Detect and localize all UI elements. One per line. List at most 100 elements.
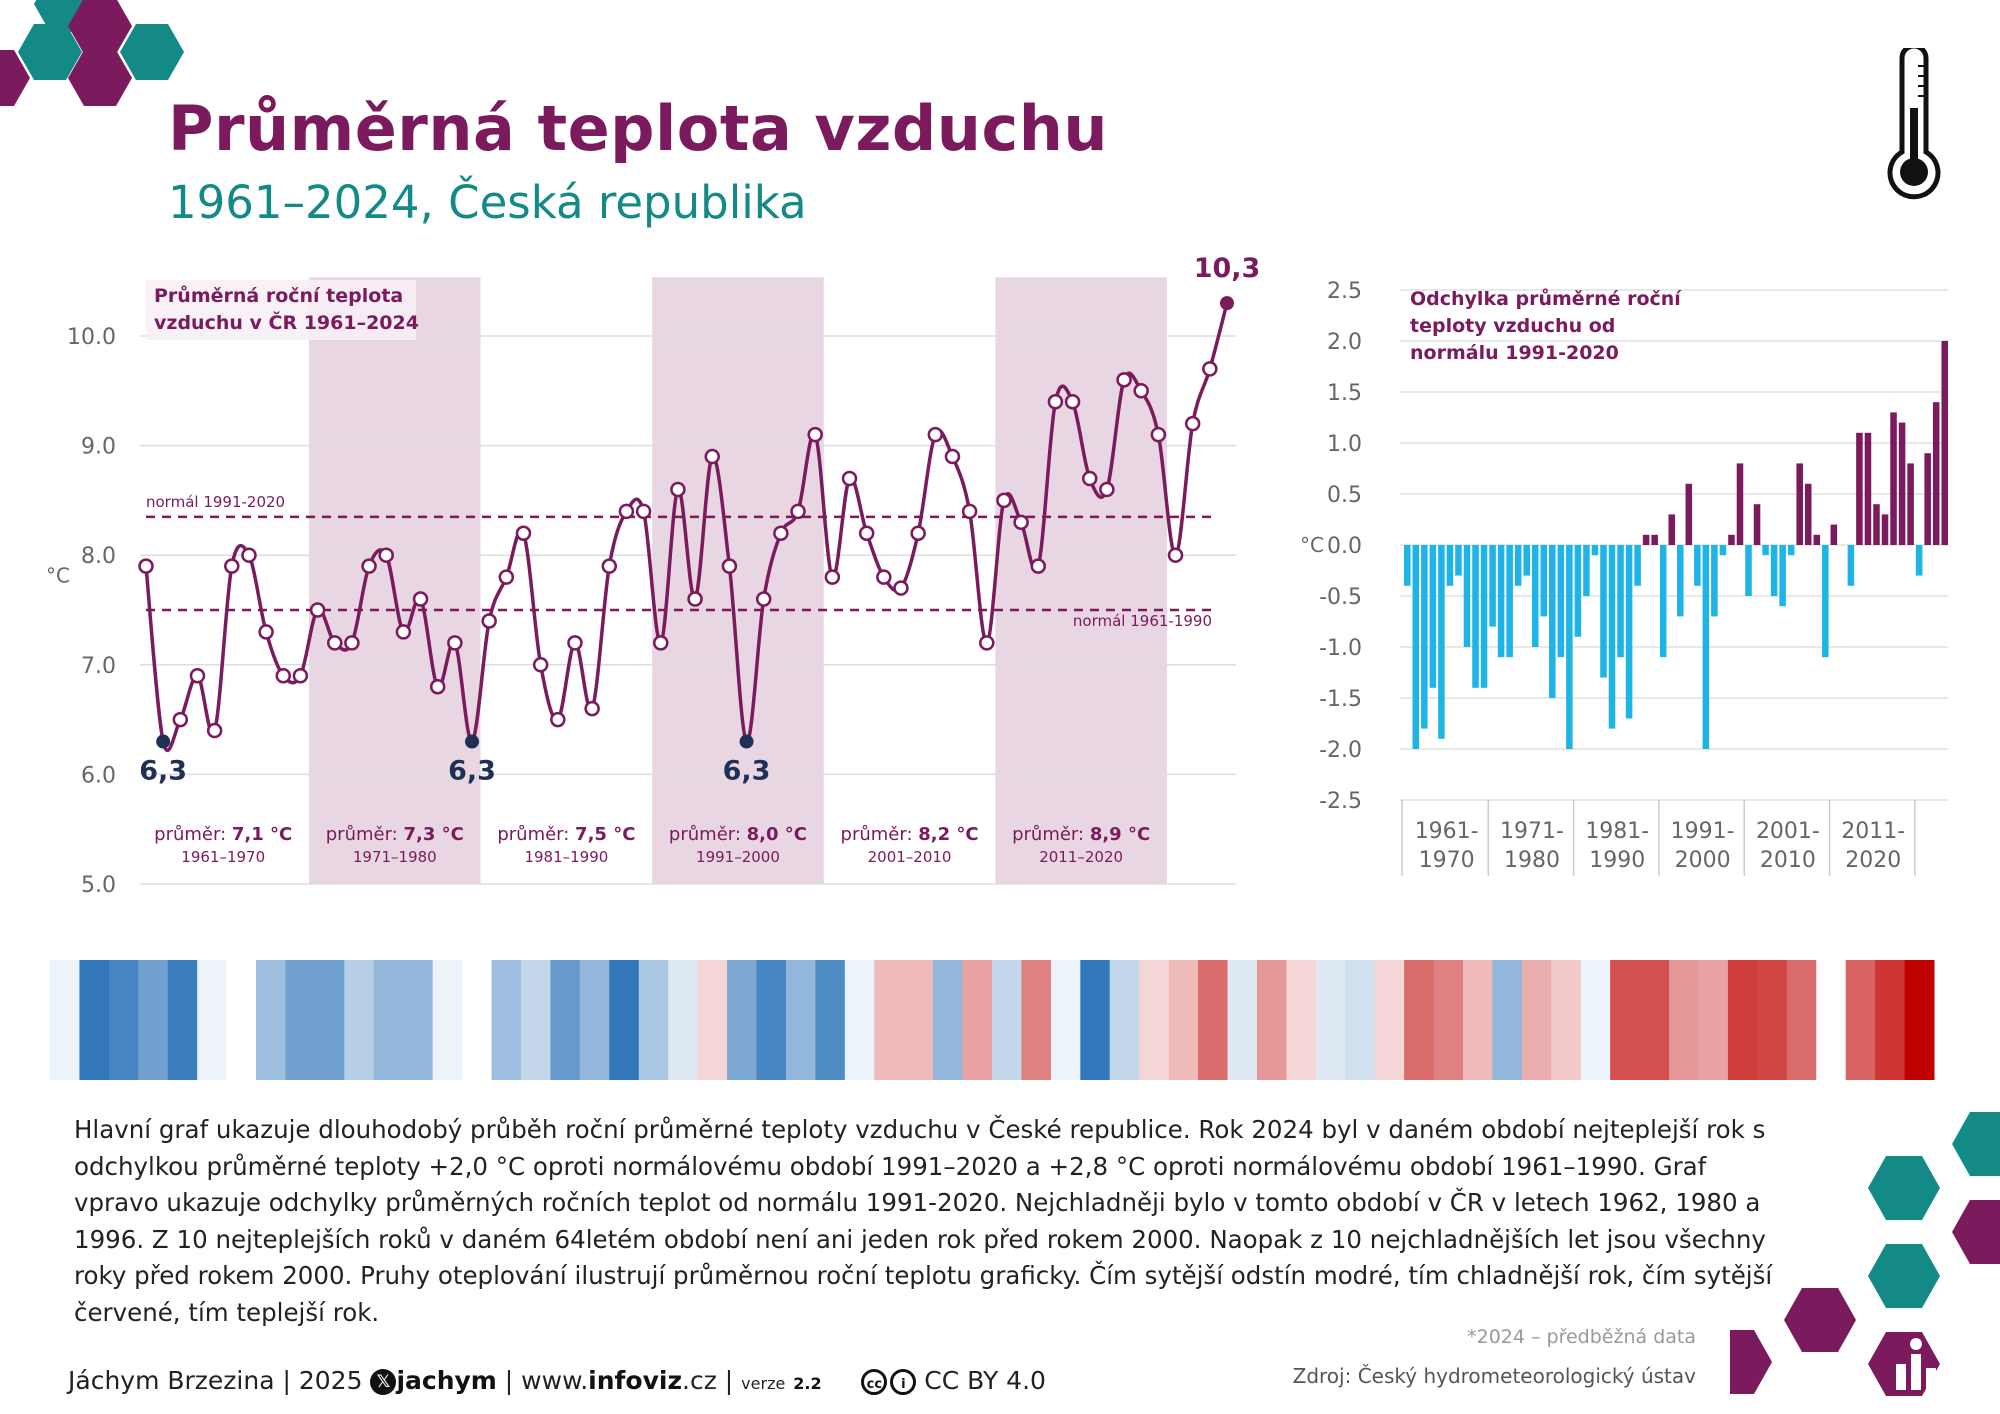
cold-bar	[1463, 545, 1471, 647]
data-point	[635, 503, 652, 520]
data-point	[601, 558, 618, 574]
cold-bar	[1659, 545, 1667, 658]
data-point	[1081, 470, 1098, 487]
warm-bar	[1941, 341, 1948, 545]
data-point	[996, 492, 1012, 509]
cold-bar	[1600, 545, 1607, 678]
warming-stripe	[1433, 960, 1464, 1080]
data-point	[241, 547, 257, 563]
data-point	[773, 525, 789, 542]
warming-stripe	[50, 960, 80, 1080]
cold-bar	[1421, 545, 1428, 729]
data-point	[841, 470, 858, 487]
warming-stripe	[1492, 960, 1523, 1080]
cold-bar	[1719, 545, 1727, 556]
data-point	[584, 700, 600, 717]
data-point	[292, 668, 309, 684]
warm-bar	[1685, 483, 1693, 545]
data-point	[567, 635, 583, 651]
cold-bar	[1446, 545, 1454, 586]
cold-bar	[1455, 545, 1462, 576]
y-tick-label: 2.0	[1327, 330, 1362, 355]
warming-stripe	[256, 960, 286, 1080]
cold-bar	[1591, 545, 1599, 556]
decade-range-label: 1971–1980	[353, 848, 437, 866]
cold-bar	[1480, 545, 1488, 688]
warming-stripe	[373, 960, 404, 1080]
data-point	[1167, 547, 1184, 563]
description-text: Hlavní graf ukazuje dlouhodobý průběh ro…	[74, 1115, 1773, 1327]
warming-stripe	[1256, 960, 1287, 1080]
min-value-label: 6,3	[448, 756, 496, 787]
cold-bar	[1583, 545, 1590, 596]
chart-icon	[1896, 1338, 1936, 1390]
cold-bar	[1540, 545, 1548, 617]
warming-stripe	[844, 960, 875, 1080]
warming-stripe	[697, 960, 728, 1080]
page-subtitle: 1961–2024, Česká republika	[168, 176, 807, 229]
y-tick-label: 1.0	[1327, 432, 1362, 457]
cold-bar	[1617, 545, 1624, 658]
warming-stripe	[197, 960, 228, 1080]
warm-bar	[1856, 432, 1863, 545]
y-tick-label: -0.5	[1319, 585, 1362, 610]
warming-stripe	[79, 960, 110, 1080]
data-point	[858, 525, 875, 542]
cold-bar	[1915, 545, 1923, 576]
footer-site-link[interactable]: www.infoviz.cz	[521, 1366, 717, 1395]
data-point	[824, 569, 841, 585]
y-tick-label: 5.0	[81, 873, 116, 898]
cold-bar	[1566, 545, 1573, 749]
data-point	[344, 635, 360, 651]
x-tick-label: 1990	[1589, 848, 1645, 873]
footer-license: CC BY 4.0	[924, 1366, 1046, 1395]
warm-bar	[1881, 514, 1889, 545]
cold-bar	[1779, 545, 1786, 607]
data-point	[550, 711, 566, 728]
decade-range-label: 1961–1970	[181, 848, 265, 866]
by-icon: i	[890, 1369, 917, 1395]
footer-x-handle[interactable]: jachym	[396, 1366, 497, 1395]
cold-bar	[1677, 545, 1684, 617]
decade-average-label: průměr: 8,9 °C	[1012, 824, 1150, 845]
decade-average-label: průměr: 7,3 °C	[326, 824, 464, 845]
cold-bar	[1745, 545, 1752, 596]
data-point	[1133, 383, 1149, 399]
warming-stripe	[1580, 960, 1611, 1080]
data-point	[138, 558, 154, 574]
warm-bar	[1898, 422, 1906, 545]
footer-author: Jáchym Brzezina | 2025	[68, 1366, 363, 1395]
cold-bar	[1702, 545, 1710, 749]
cold-bar	[1557, 545, 1565, 658]
cold-bar	[1506, 545, 1513, 658]
thermometer-icon	[1887, 48, 1941, 200]
chart-title-line: Průměrná roční teplota	[154, 284, 403, 307]
warm-bar	[1651, 534, 1658, 545]
warm-bar	[1804, 483, 1812, 545]
warm-bar	[1890, 412, 1897, 545]
footer-version-label: verze	[741, 1374, 786, 1393]
data-point	[876, 569, 892, 585]
warming-stripe	[138, 960, 169, 1080]
warming-stripe	[1757, 960, 1788, 1080]
warming-stripe	[1168, 960, 1199, 1080]
y-tick-label: 9.0	[81, 435, 116, 460]
warm-bar	[1864, 432, 1872, 545]
data-point	[1030, 558, 1047, 574]
y-axis-label: °C	[1300, 533, 1324, 557]
data-point	[1047, 394, 1064, 410]
data-point	[979, 635, 995, 651]
cold-bar	[1625, 545, 1633, 719]
cold-bar	[1574, 545, 1582, 637]
data-point	[1099, 481, 1115, 498]
warming-stripe	[1227, 960, 1258, 1080]
warming-stripe	[491, 960, 522, 1080]
warming-stripe	[933, 960, 964, 1080]
warming-stripe	[1374, 960, 1405, 1080]
decade-average-label: průměr: 7,1 °C	[154, 824, 292, 845]
max-point	[1220, 296, 1234, 311]
data-point	[309, 602, 326, 618]
footer-note: *2024 – předběžná data	[1467, 1326, 1696, 1348]
data-point	[618, 503, 635, 520]
